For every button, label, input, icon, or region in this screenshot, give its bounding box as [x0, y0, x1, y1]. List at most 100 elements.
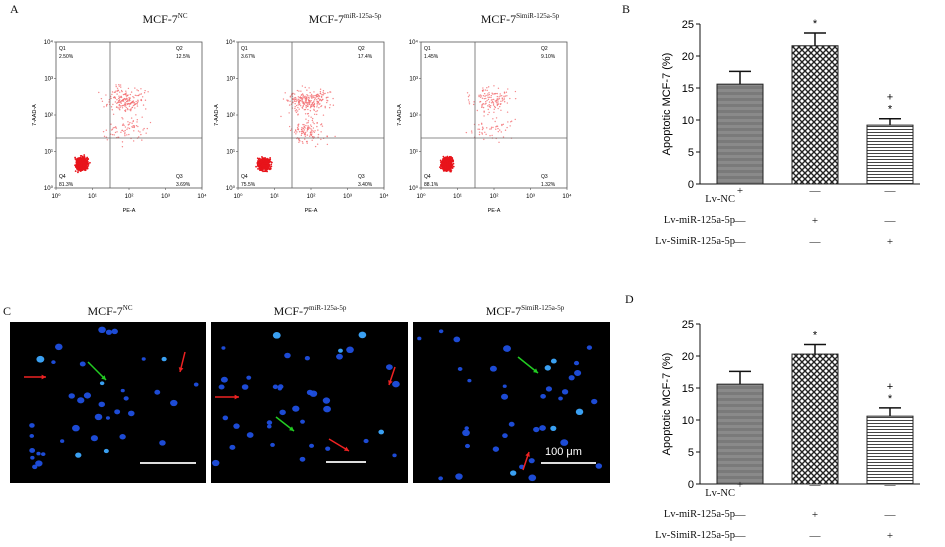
quadrant-percent: 88.1% [424, 182, 439, 188]
panel-letter-b: B [622, 2, 631, 16]
y-tick-label: 15 [682, 383, 694, 395]
quadrant-percent: 3.69% [176, 182, 191, 188]
annotation-arrows [215, 366, 396, 452]
x-tick-label: 10³ [526, 194, 535, 200]
x-tick-label: 10⁴ [197, 193, 207, 200]
x-tick-label: 10³ [161, 194, 170, 200]
condition-symbol: — [884, 509, 896, 521]
condition-symbol: — [809, 479, 821, 491]
scatter-points [439, 85, 517, 173]
significance-mark: * [813, 18, 818, 30]
condition-row-label: Lv-SimiR-125a-5p [655, 530, 735, 541]
arrow-head [533, 368, 538, 373]
bar [791, 353, 839, 485]
y-tick-label: 10² [226, 113, 235, 119]
condition-row-label: Lv-NC [705, 194, 735, 205]
condition-symbol: — [884, 215, 896, 227]
flow-title-nc: MCF-7NC [142, 12, 188, 26]
condition-row-label: Lv-SimiR-125a-5p [655, 236, 735, 247]
x-tick-label: 10² [125, 194, 134, 200]
arrow-head [101, 375, 106, 380]
x-axis-label: PE-A [305, 208, 318, 214]
scale-bar-label: 100 μm [545, 446, 582, 458]
micro-title-mir: MCF-7miR-125a-5p [273, 304, 347, 318]
condition-symbol: + [886, 236, 894, 248]
quadrant-label: Q1 [59, 46, 66, 52]
quadrant-percent: 9.10% [541, 54, 556, 60]
condition-symbol: + [736, 479, 744, 491]
nuclei [29, 326, 199, 470]
condition-symbol: + [811, 509, 819, 521]
quadrant-label: Q4 [424, 174, 431, 180]
quadrant-label: Q3 [358, 174, 365, 180]
y-tick-label: 0 [688, 179, 694, 190]
scatter-points [74, 83, 152, 174]
bar [716, 383, 764, 485]
panel-letter-a: A [10, 2, 19, 16]
y-tick-label: 10³ [226, 77, 235, 83]
quadrant-percent: 12.5% [176, 54, 191, 60]
quadrant-label: Q3 [176, 174, 183, 180]
quadrant-percent: 1.32% [541, 182, 556, 188]
quadrant-percent: 17.4% [358, 54, 373, 60]
condition-symbol: — [734, 509, 746, 521]
bar [791, 45, 839, 185]
quadrant-label: Q4 [241, 174, 248, 180]
arrow-head [388, 380, 393, 385]
micro-image-mir [211, 322, 408, 483]
quadrant-percent: 3.67% [241, 54, 256, 60]
y-tick-label: 25 [682, 19, 694, 31]
y-tick-label: 0 [688, 479, 694, 488]
quadrant-percent: 81.3% [59, 182, 74, 188]
condition-symbol: — [809, 530, 821, 542]
condition-symbol: — [884, 479, 896, 491]
significance-mark: * [888, 104, 893, 116]
arrow-head [41, 374, 46, 380]
scatter-points [255, 85, 336, 173]
y-tick-label: 15 [682, 83, 694, 95]
y-tick-label: 10 [682, 115, 694, 127]
condition-symbol: + [736, 185, 744, 197]
y-tick-label: 10³ [44, 77, 53, 83]
nuclei [417, 329, 603, 482]
quadrant-label: Q1 [424, 46, 431, 52]
y-tick-label: 10³ [409, 77, 418, 83]
arrow-head [289, 426, 294, 431]
quadrant-label: Q2 [541, 46, 548, 52]
y-tick-label: 10⁰ [44, 185, 54, 192]
y-tick-label: 10² [409, 113, 418, 119]
condition-symbol: — [809, 236, 821, 248]
quadrant-percent: 1.45% [424, 54, 439, 60]
significance-mark: * [888, 393, 893, 405]
x-tick-label: 10⁰ [416, 193, 426, 200]
x-tick-label: 10⁴ [379, 193, 389, 200]
panel-letter-d: D [625, 292, 634, 306]
annotation-arrows [24, 351, 186, 381]
x-tick-label: 10¹ [270, 194, 279, 200]
arrow-head [178, 367, 184, 372]
y-axis-label: 7-AAD-A [397, 104, 403, 126]
bar [716, 83, 764, 185]
x-tick-label: 10⁰ [51, 193, 61, 200]
arrow-head [344, 446, 349, 451]
micro-image-simir [413, 322, 610, 483]
y-axis-label: 7-AAD-A [214, 104, 220, 126]
quadrant-label: Q2 [176, 46, 183, 52]
y-axis-label: 7-AAD-A [32, 104, 38, 126]
y-tick-label: 10² [44, 113, 53, 119]
y-tick-label: 20 [682, 51, 694, 63]
condition-symbol: — [734, 236, 746, 248]
x-tick-label: 10³ [343, 194, 352, 200]
condition-symbol: — [734, 530, 746, 542]
y-axis-label: Apoptotic MCF-7 (%) [661, 53, 673, 156]
y-tick-label: 5 [688, 147, 694, 159]
y-axis-label: Apoptotic MCF-7 (%) [661, 353, 673, 456]
y-tick-label: 10⁴ [226, 39, 236, 46]
x-tick-label: 10² [307, 194, 316, 200]
condition-row-label: Lv-miR-125a-5p [663, 215, 735, 226]
x-axis-label: PE-A [123, 208, 136, 214]
y-tick-label: 10 [682, 415, 694, 427]
